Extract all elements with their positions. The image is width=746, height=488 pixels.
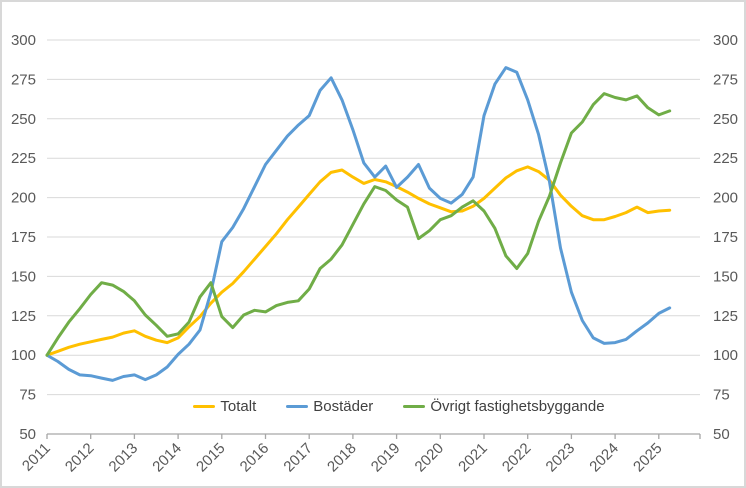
svg-text:2015: 2015 [193, 440, 229, 476]
svg-text:2019: 2019 [368, 440, 404, 476]
svg-text:175: 175 [11, 229, 36, 246]
svg-text:250: 250 [713, 111, 738, 128]
svg-text:2020: 2020 [412, 440, 448, 476]
svg-text:150: 150 [11, 268, 36, 285]
svg-text:2018: 2018 [324, 440, 360, 476]
svg-text:2013: 2013 [106, 440, 142, 476]
svg-text:2023: 2023 [543, 440, 579, 476]
svg-text:125: 125 [713, 308, 738, 325]
svg-text:2024: 2024 [586, 440, 622, 476]
svg-text:2011: 2011 [19, 440, 54, 475]
y-axis-labels-right: 50 75 100 125 150 175 200 225 250 275 300 [713, 32, 738, 443]
svg-text:175: 175 [713, 229, 738, 246]
svg-text:2016: 2016 [237, 440, 273, 476]
svg-text:225: 225 [11, 150, 36, 167]
svg-text:2021: 2021 [455, 440, 491, 476]
svg-text:300: 300 [713, 32, 738, 49]
svg-text:50: 50 [19, 426, 36, 443]
svg-text:2022: 2022 [499, 440, 535, 476]
svg-text:75: 75 [19, 387, 36, 404]
svg-text:275: 275 [11, 71, 36, 88]
series-line--vrigt-fastighetsbyggande [45, 92, 672, 357]
svg-text:50: 50 [713, 426, 730, 443]
svg-text:150: 150 [713, 268, 738, 285]
svg-text:300: 300 [11, 32, 36, 49]
svg-text:2025: 2025 [630, 440, 666, 476]
series-line-totalt [45, 165, 672, 357]
svg-text:200: 200 [11, 190, 36, 207]
svg-text:100: 100 [11, 347, 36, 364]
svg-text:2017: 2017 [280, 440, 316, 476]
svg-text:200: 200 [713, 190, 738, 207]
svg-text:75: 75 [713, 387, 730, 404]
svg-text:275: 275 [713, 71, 738, 88]
x-axis [46, 433, 701, 439]
series-line-bost-der [45, 66, 672, 382]
svg-text:125: 125 [11, 308, 36, 325]
svg-text:250: 250 [11, 111, 36, 128]
x-axis-labels: 2011 2012 2013 2014 2015 2016 2017 2018 2019 2020… [19, 440, 666, 476]
gridlines [47, 39, 700, 396]
svg-text:2012: 2012 [62, 440, 98, 476]
svg-text:225: 225 [713, 150, 738, 167]
svg-text:2014: 2014 [149, 440, 185, 476]
svg-text:100: 100 [713, 347, 738, 364]
y-axis-labels-left: 50 75 100 125 150 175 200 225 250 275 300 [11, 32, 36, 443]
